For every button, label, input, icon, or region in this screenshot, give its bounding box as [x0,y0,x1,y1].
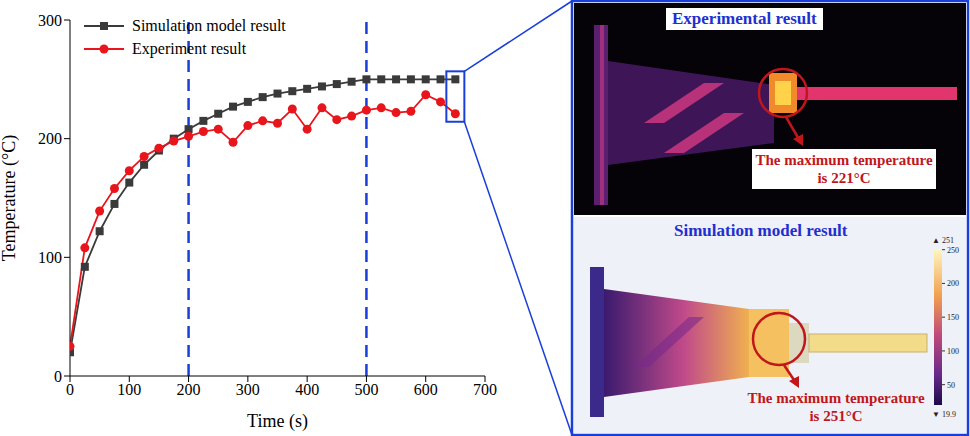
svg-text:0: 0 [66,381,74,398]
svg-text:200: 200 [177,381,201,398]
svg-text:Temperature (°C): Temperature (°C) [0,135,20,261]
svg-text:250: 250 [947,246,959,255]
svg-text:100: 100 [38,249,62,266]
svg-text:100: 100 [117,381,141,398]
html-text:The maximum temperature is 251: The maximum temperature is 251°C [747,390,925,424]
svg-text:500: 500 [354,381,378,398]
svg-text:▼ 19.9: ▼ 19.9 [932,410,956,419]
svg-text:600: 600 [414,381,438,398]
svg-text:▲ 251: ▲ 251 [932,236,954,245]
svg-text:Experiment result: Experiment result [132,40,247,58]
svg-text:150: 150 [947,313,959,322]
html-text:The maximum temperature is 221: The maximum temperature is 221°C [755,152,933,186]
svg-text:300: 300 [236,381,260,398]
svg-text:Simulation model result: Simulation model result [132,17,286,34]
svg-text:300: 300 [38,12,62,29]
html-text:Simulation model result: Simulation model result [674,221,848,240]
svg-text:200: 200 [38,130,62,147]
svg-text:Time (s): Time (s) [247,411,308,432]
svg-text:0: 0 [54,368,62,385]
svg-text:200: 200 [947,279,959,288]
html-text:Experimental result: Experimental result [672,9,817,28]
svg-text:100: 100 [947,347,959,356]
svg-text:400: 400 [295,381,319,398]
svg-text:50: 50 [947,381,955,390]
svg-text:700: 700 [473,381,497,398]
